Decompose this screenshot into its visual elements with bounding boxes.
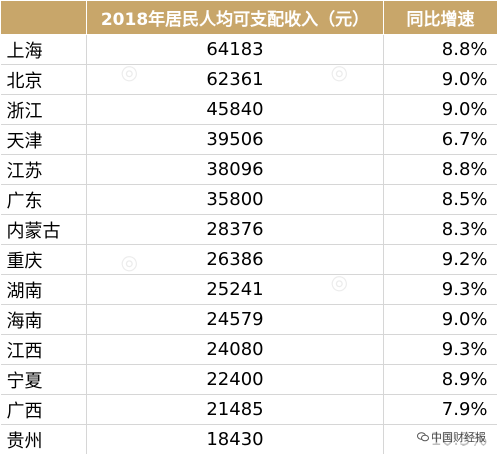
region-cell: 贵州	[0, 424, 87, 454]
table-row: 广西 21485 7.9%	[0, 394, 497, 425]
income-cell: 64183	[86, 34, 384, 65]
region-cell: 浙江	[0, 94, 87, 125]
region-cell: 广西	[0, 394, 87, 425]
table-row: 天津 39506 6.7%	[0, 124, 497, 155]
growth-cell: 9.0%	[383, 64, 497, 95]
table-row: 重庆 26386 9.2%	[0, 244, 497, 275]
table-row: 宁夏 22400 8.9%	[0, 364, 497, 395]
income-cell: 39506	[86, 124, 384, 155]
income-cell: 25241	[86, 274, 384, 305]
table-row: 上海 64183 8.8%	[0, 34, 497, 65]
growth-cell: 8.3%	[383, 214, 497, 245]
table-row: 广东 35800 8.5%	[0, 184, 497, 215]
income-cell: 62361	[86, 64, 384, 95]
table-row: 湖南 25241 9.3%	[0, 274, 497, 305]
income-cell: 21485	[86, 394, 384, 425]
table-row: 内蒙古 28376 8.3%	[0, 214, 497, 245]
income-cell: 28376	[86, 214, 384, 245]
region-cell: 天津	[0, 124, 87, 155]
growth-cell: 9.0%	[383, 304, 497, 335]
growth-cell: 8.8%	[383, 154, 497, 185]
header-growth: 同比增速	[383, 0, 497, 35]
table-row: 北京 62361 9.0%	[0, 64, 497, 95]
income-cell: 38096	[86, 154, 384, 185]
region-cell: 湖南	[0, 274, 87, 305]
income-cell: 45840	[86, 94, 384, 125]
wechat-icon	[417, 432, 429, 442]
region-cell: 江苏	[0, 154, 87, 185]
table-header-row: 2018年居民人均可支配收入（元） 同比增速	[0, 0, 497, 35]
region-cell: 北京	[0, 64, 87, 95]
region-cell: 内蒙古	[0, 214, 87, 245]
growth-cell: 7.9%	[383, 394, 497, 425]
growth-cell: 8.8%	[383, 34, 497, 65]
growth-cell: 9.3%	[383, 334, 497, 365]
table-row: 江苏 38096 8.8%	[0, 154, 497, 185]
region-cell: 宁夏	[0, 364, 87, 395]
income-cell: 22400	[86, 364, 384, 395]
income-cell: 24579	[86, 304, 384, 335]
table-row: 海南 24579 9.0%	[0, 304, 497, 335]
table-row: 江西 24080 9.3%	[0, 334, 497, 365]
region-cell: 江西	[0, 334, 87, 365]
source-watermark: 中国财经报	[414, 429, 489, 445]
growth-cell: 9.2%	[383, 244, 497, 275]
income-cell: 26386	[86, 244, 384, 275]
growth-cell: 8.9%	[383, 364, 497, 395]
region-cell: 上海	[0, 34, 87, 65]
income-cell: 24080	[86, 334, 384, 365]
header-region	[0, 0, 87, 35]
region-cell: 海南	[0, 304, 87, 335]
growth-cell: 9.3%	[383, 274, 497, 305]
header-income: 2018年居民人均可支配收入（元）	[86, 0, 384, 35]
table-row: 浙江 45840 9.0%	[0, 94, 497, 125]
growth-cell: 8.5%	[383, 184, 497, 215]
region-cell: 广东	[0, 184, 87, 215]
income-cell: 35800	[86, 184, 384, 215]
growth-cell: 6.7%	[383, 124, 497, 155]
watermark-text: 中国财经报	[431, 431, 486, 444]
growth-cell: 9.0%	[383, 94, 497, 125]
region-cell: 重庆	[0, 244, 87, 275]
income-cell: 18430	[86, 424, 384, 454]
